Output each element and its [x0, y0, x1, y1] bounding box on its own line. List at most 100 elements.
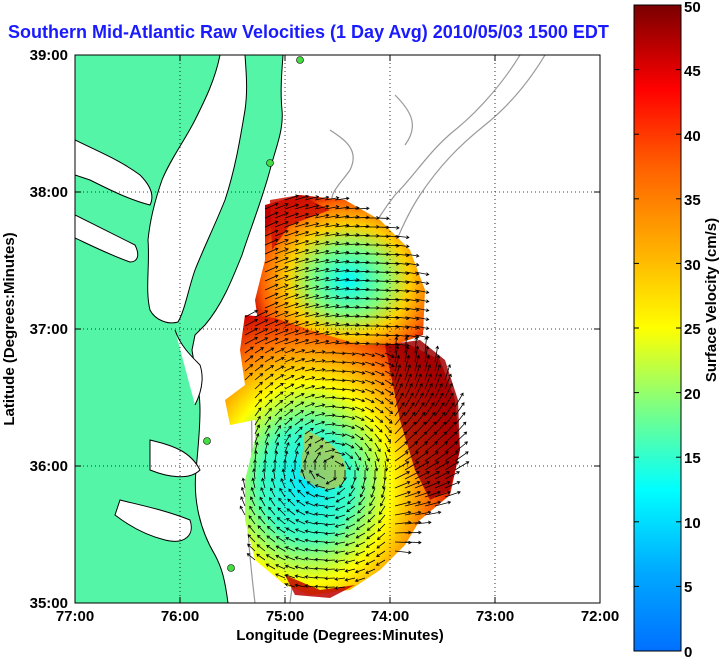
velocity-arrow [334, 423, 346, 428]
velocity-arrow [394, 373, 402, 390]
velocity-arrow [313, 459, 317, 470]
velocity-arrow [454, 451, 469, 462]
velocity-arrow [354, 296, 370, 301]
velocity-arrow [434, 471, 450, 480]
velocity-arrow [384, 460, 389, 472]
velocity-arrow [314, 240, 330, 246]
velocity-arrow [354, 379, 366, 384]
velocity-arrow [404, 253, 420, 258]
velocity-arrow [394, 354, 401, 372]
velocity-arrow [384, 352, 395, 358]
velocity-arrow [264, 407, 272, 417]
velocity-arrow [264, 433, 270, 444]
velocity-arrow [339, 478, 346, 489]
velocity-arrow [294, 565, 306, 570]
velocity-arrow [365, 559, 376, 566]
velocity-arrow [404, 392, 414, 408]
velocity-arrow [324, 286, 340, 291]
velocity-arrow [364, 433, 373, 442]
velocity-arrow [324, 567, 336, 572]
velocity-arrow [344, 361, 356, 365]
velocity-arrow [354, 433, 364, 441]
velocity-arrow [294, 311, 310, 318]
velocity-arrow [314, 267, 330, 273]
velocity-arrow [354, 568, 366, 574]
velocity-arrow [304, 330, 320, 336]
velocity-arrow [274, 266, 289, 273]
velocity-arrow [264, 301, 279, 309]
velocity-arrow [324, 331, 340, 336]
velocity-arrow [294, 284, 310, 291]
velocity-arrow [378, 514, 386, 524]
velocity-arrow [309, 469, 316, 480]
velocity-arrow [334, 577, 346, 581]
colorbar-tick-label: 5 [684, 579, 692, 596]
velocity-arrow [274, 230, 289, 237]
velocity-arrow [258, 506, 266, 516]
velocity-arrow [404, 490, 421, 498]
velocity-arrow [324, 259, 340, 264]
velocity-arrow [284, 417, 293, 426]
velocity-arrow [314, 530, 326, 535]
velocity-arrow [314, 204, 330, 210]
velocity-arrow [249, 496, 256, 507]
velocity-arrow [304, 339, 320, 345]
velocity-arrow [354, 577, 366, 583]
velocity-arrow [289, 478, 296, 489]
velocity-arrow [374, 442, 381, 453]
velocity-arrow [284, 248, 299, 255]
velocity-arrow [376, 541, 386, 549]
grid-lines [75, 55, 600, 603]
velocity-arrow [334, 360, 346, 365]
velocity-arrow [270, 477, 276, 489]
velocity-arrow [286, 508, 296, 516]
velocity-arrow [264, 356, 275, 363]
velocity-arrow [354, 415, 365, 421]
velocity-arrow [379, 505, 386, 516]
velocity-arrow [368, 505, 376, 515]
colorbar-label: Surface Velocity (cm/s) [703, 218, 720, 382]
velocity-arrow [314, 403, 326, 408]
velocity-arrow [384, 388, 394, 396]
radar-station-marker [203, 437, 211, 445]
velocity-arrow [384, 342, 400, 347]
velocity-arrow [254, 398, 262, 408]
velocity-arrow [414, 480, 431, 489]
velocity-arrow [424, 402, 435, 417]
velocity-arrow [294, 434, 302, 444]
velocity-arrow [284, 392, 295, 399]
velocity-arrow [287, 498, 296, 507]
velocity-arrow [274, 248, 289, 255]
velocity-arrow [364, 424, 374, 432]
velocity-arrow [434, 345, 440, 363]
velocity-arrow [294, 583, 306, 588]
velocity-arrow [444, 364, 451, 381]
velocity-arrow [335, 496, 346, 503]
velocity-arrow [254, 424, 261, 435]
velocity-arrow [304, 376, 316, 381]
velocity-arrow [259, 496, 266, 507]
velocity-arrow [264, 292, 279, 300]
velocity-arrow [354, 424, 365, 431]
velocity-arrow [365, 541, 376, 548]
velocity-arrow [394, 345, 400, 363]
velocity-arrow [284, 357, 295, 363]
velocity-arrow [424, 431, 438, 444]
velocity-arrow [254, 319, 269, 327]
velocity-arrow [314, 521, 326, 526]
velocity-arrow [345, 523, 356, 529]
velocity-arrow [314, 350, 326, 354]
velocity-arrow [296, 499, 306, 507]
velocity-arrow [454, 411, 466, 426]
velocity-arrow [334, 378, 346, 383]
velocity-arrow [324, 359, 336, 364]
velocity-arrow [298, 479, 306, 489]
velocity-arrow [274, 320, 289, 327]
velocity-arrow [394, 500, 412, 507]
velocity-arrow [274, 293, 289, 300]
velocity-arrow [384, 261, 400, 266]
velocity-arrow [424, 441, 439, 453]
velocity-arrow [324, 322, 340, 327]
velocity-arrow [354, 215, 370, 220]
velocity-arrow [274, 302, 289, 309]
